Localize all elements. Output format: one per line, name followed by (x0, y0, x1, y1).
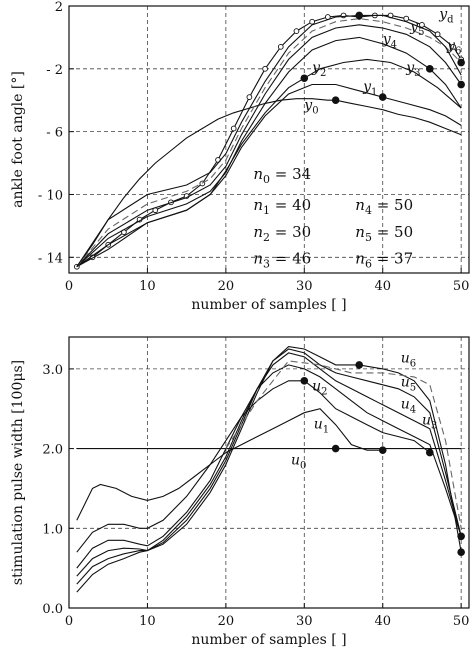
curve-label-y5: y5 (409, 19, 424, 38)
marker-u2 (300, 377, 309, 385)
x-tick-label: 0 (65, 614, 73, 629)
curve-label-u1: u1 (314, 417, 329, 436)
x-tick-label: 30 (296, 279, 313, 294)
x-axis-label: number of samples [ ] (191, 632, 346, 648)
plot-frame (68, 336, 470, 609)
curve-label-u2: u2 (312, 378, 327, 397)
point-yd (262, 65, 268, 72)
marker-u6 (355, 361, 363, 369)
series-line-y3 (76, 36, 462, 268)
series-line-y6 (76, 14, 462, 268)
curve-label-yd: yd (438, 7, 454, 26)
x-tick-label: 20 (218, 614, 235, 629)
y-tick-label: 2 (55, 0, 63, 15)
curve-label-y2: y2 (311, 60, 326, 79)
y-tick-label: 2.0 (42, 443, 63, 458)
series-line-y4 (76, 24, 462, 268)
y-tick-label: 1.0 (42, 522, 63, 537)
curve-label-u3: u3 (422, 413, 437, 432)
annotation-n0: n0 = 34 (253, 165, 311, 186)
x-tick-label: 0 (65, 279, 73, 294)
annotation-n1: n1 = 40 (253, 196, 311, 217)
point-yd (230, 125, 237, 132)
curve-label-y0: y0 (303, 98, 318, 117)
marker-u3 (425, 448, 434, 457)
curve-label-y4: y4 (382, 32, 397, 51)
curve-label-y1: y1 (362, 79, 377, 98)
annotation-n2: n2 = 30 (253, 223, 311, 244)
point-yd (277, 43, 284, 50)
curve-label-u6: u6 (401, 351, 416, 370)
curve-label-u5: u5 (401, 374, 416, 393)
series-line-u1 (76, 408, 383, 521)
y-tick-label: - 6 (46, 126, 63, 141)
x-tick-label: 10 (139, 279, 156, 294)
y-tick-label: - 14 (38, 251, 63, 266)
annotation-n3: n3 = 46 (253, 250, 311, 271)
series-line-u3 (76, 364, 462, 569)
marker-y1 (378, 93, 387, 101)
curve-label-y6: y6 (446, 38, 461, 57)
x-tick-label: 20 (218, 279, 235, 294)
curve-label-u4: u4 (401, 397, 416, 416)
marker-y2 (300, 74, 309, 83)
x-tick-label: 50 (453, 279, 470, 294)
series-line-u4 (76, 352, 462, 577)
point-yd (450, 43, 457, 50)
x-tick-label: 50 (453, 614, 470, 629)
marker-y4 (457, 80, 465, 89)
marker-y3 (425, 65, 434, 73)
series-line-u6 (76, 346, 462, 593)
chart-stimulation-pulse-width: 0 10 20 30 40 50 0.0 1.0 2.0 3.0 number of samples… (10, 336, 470, 648)
marker-u0 (331, 444, 340, 453)
y-tick-label: 3.0 (42, 363, 63, 378)
x-tick-label: 40 (374, 279, 391, 294)
curve-label-u0: u0 (291, 453, 306, 472)
y-tick-label: - 10 (38, 188, 63, 203)
marker-u4 (457, 532, 465, 541)
annotation-n5: n5 = 50 (355, 223, 413, 244)
point-yd (403, 15, 410, 22)
annotation-n6: n6 = 37 (355, 250, 413, 271)
series-line-y0 (76, 98, 462, 268)
series-line-y2 (76, 58, 462, 268)
point-yd (293, 28, 300, 34)
marker-y6 (355, 11, 363, 20)
marker-u5 (457, 548, 465, 557)
annotation-n4: n4 = 50 (355, 196, 413, 217)
y-axis-label: stimulation pulse width [100μs] (10, 360, 26, 585)
y-axis-label: ankle foot angle [°] (10, 71, 26, 208)
plot-frame (68, 5, 470, 274)
marker-u1 (378, 446, 387, 454)
point-yd (246, 94, 253, 100)
marker-y5 (457, 58, 465, 67)
y-tick-label: - 2 (46, 63, 63, 78)
x-tick-label: 40 (374, 614, 391, 629)
point-yd (419, 21, 425, 28)
marker-y0 (331, 96, 340, 105)
x-tick-label: 10 (139, 614, 156, 629)
y-tick-label: 0.0 (42, 602, 63, 617)
series-line-ref (225, 360, 462, 529)
point-yd (309, 18, 315, 25)
series-line-y5 (76, 18, 462, 268)
chart-ankle-foot-angle: 0 10 20 30 40 50 2 - 2 - 6 - 10 - 14 number of samp… (10, 0, 470, 313)
x-tick-label: 30 (296, 614, 313, 629)
x-axis-label: number of samples [ ] (191, 297, 346, 313)
curve-label-y3: y3 (405, 60, 420, 79)
point-yd (434, 31, 441, 38)
